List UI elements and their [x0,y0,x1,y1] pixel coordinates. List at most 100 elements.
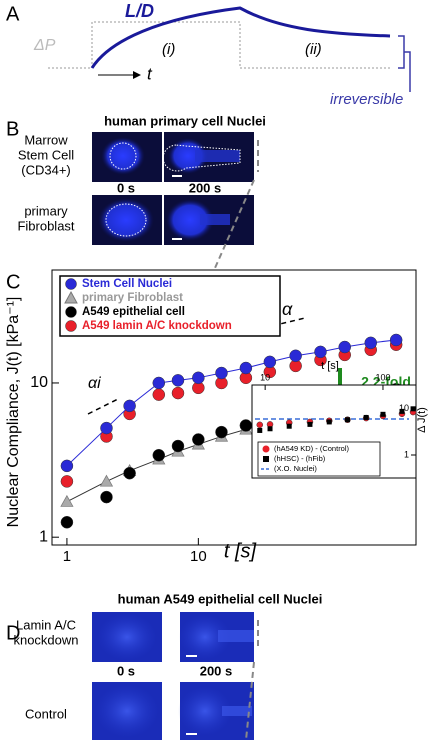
point [171,386,185,400]
y-tick-label: 10 [399,403,409,413]
slope-guide [87,398,119,415]
legend-label: (hA549 KD) - (Control) [274,444,350,453]
panel-label: C [6,271,20,293]
time-label: 0 s [117,663,135,678]
panel-label: A [6,3,20,25]
time-label: 200 s [200,663,233,678]
point [99,474,114,487]
row-label: Lamin A/C [16,617,76,632]
y-tick-label: 1 [404,449,409,459]
time-label: 200 s [189,180,222,195]
nucleus [97,613,157,661]
phase-label: (i) [162,41,175,58]
x-tick-label: 1 [63,548,71,565]
x-tick-label: 100 [375,372,390,382]
phase-label: (ii) [305,41,322,58]
point [389,333,403,347]
annotation: irreversible [330,91,403,108]
point [152,376,166,390]
annotation: αi [88,375,101,392]
x-axis-label: t [s] [321,360,339,372]
legend-label: (X.O. Nuclei) [274,464,317,473]
point [192,371,205,385]
panel-title: human A549 epithelial cell Nuclei [118,591,323,606]
point [326,419,332,425]
row-label: Fibroblast [17,218,74,233]
legend-marker [65,320,77,332]
point [100,421,113,435]
legend-label: A549 lamin A/C knockdown [82,320,232,332]
bracket [398,35,411,92]
y-tick-label: 1 [39,528,48,545]
panel-label: D [6,622,20,644]
point [338,340,351,354]
point [215,366,228,380]
legend-marker [262,445,270,453]
nucleus-tongue [200,214,230,225]
point [307,421,313,427]
point [286,423,292,429]
nucleus [95,684,159,738]
row-label: Control [25,706,67,721]
pipette-guide [214,140,259,269]
point [289,349,302,363]
point [60,494,74,507]
outline [109,142,137,170]
legend-marker [65,278,77,290]
x-tick-label: 10 [260,372,270,382]
nucleus [101,137,145,175]
pressure-label: ΔP [33,37,56,54]
point [171,374,185,387]
panel-a: A L/D ΔP (i) (ii) t irreversible [6,1,411,108]
panel-d: D human A549 epithelial cell Nuclei Lami… [6,591,323,741]
annotation: α [282,299,293,319]
point [100,490,113,504]
point [314,345,327,359]
point [152,448,166,462]
point [363,414,369,420]
point [239,361,253,375]
point [60,475,74,488]
y-axis-label: Δ J(t) [416,407,428,433]
time-label: t [147,64,153,83]
point [257,427,263,433]
legend-marker [263,456,269,462]
legend-label: A549 epithelial cell [82,306,185,318]
panel-label: B [6,118,19,140]
point [345,417,351,423]
nucleus-tongue [195,150,240,162]
pipette-guide [245,620,259,741]
row-label: primary [24,203,68,218]
legend-box [257,441,381,477]
point [123,466,136,480]
point [192,433,205,446]
point [364,336,377,350]
point [60,515,74,529]
point [123,399,136,413]
deformation-curve [90,6,391,69]
outline [105,203,147,237]
legend-box [59,275,281,337]
point [239,419,253,432]
point [152,388,166,401]
panel-b: B human primary cell Nuclei Marrow Stem … [6,113,266,269]
pressure-step [48,21,392,69]
legend-label: primary Fibroblast [82,292,183,304]
inset: t [s] 10 100 1 10 Δ J(t) (hA549 KD) - (Control… [251,360,428,479]
point [215,425,228,439]
row-label: Stem Cell [18,147,74,162]
legend-label: (hHSC) - (hFib) [274,454,326,463]
y-tick-label: 10 [30,374,48,391]
outline [162,144,241,172]
point [256,421,264,429]
nucleus [166,199,214,241]
time-label: 0 s [117,180,135,195]
row-label: Marrow [24,132,68,147]
legend-label: Stem Cell Nuclei [82,278,172,290]
point [399,408,405,414]
curve-label: L/D [125,1,154,21]
point [380,411,386,417]
x-tick-label: 10 [190,548,207,565]
nucleus-tongue [218,630,254,642]
